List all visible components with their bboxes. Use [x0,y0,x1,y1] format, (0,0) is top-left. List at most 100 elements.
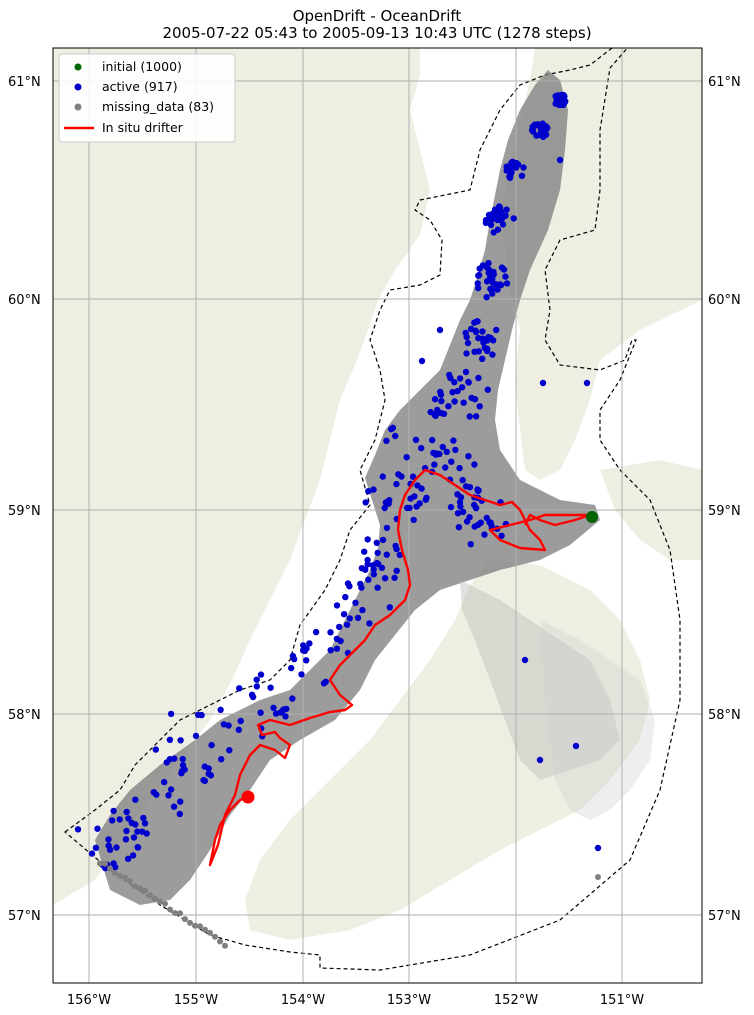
active-particle [450,437,457,444]
active-particle [257,709,264,716]
missing-data-particle [157,898,163,905]
active-particle [477,519,484,526]
active-particle [413,503,420,510]
active-particle [472,328,480,336]
active-particle [482,216,490,224]
active-particle [128,819,135,827]
active-particle [467,325,475,333]
missing-data-particle [162,900,168,907]
active-particle [475,334,482,342]
active-particle [74,826,82,833]
active-particle [122,836,130,843]
active-particle [270,704,277,711]
active-particle [346,615,353,622]
active-particle [358,584,365,591]
active-particle [521,656,529,664]
active-particle [536,756,544,764]
active-particle [253,676,260,683]
missing-data-particles [97,860,601,949]
active-particle [475,348,482,355]
active-particle [472,413,480,420]
active-particle [445,403,452,410]
active-particle [298,671,305,678]
missing-data-particle [107,865,113,872]
map-area [53,48,702,983]
active-particle [463,350,470,357]
legend-marker-initial [74,63,82,71]
active-particle [484,386,491,393]
legend-label-missing: missing_data (83) [102,99,214,114]
active-particle [485,259,492,267]
missing-data-particle [202,926,208,933]
active-particle [554,96,561,103]
active-particle [460,399,467,406]
active-particle [543,126,550,133]
missing-data-particle [177,910,183,917]
active-particle [226,747,233,754]
active-particle [572,742,580,750]
missing-data-particle [122,874,128,881]
active-particle [471,319,478,326]
active-particle [498,532,505,539]
active-particle [170,803,178,810]
active-particle [166,736,174,743]
active-particle [365,488,372,495]
figure-subtitle: 2005-07-22 05:43 to 2005-09-13 10:43 UTC… [162,24,591,42]
active-particle [125,815,132,822]
missing-data-particle [222,942,228,949]
lon-tick: 153°W [387,993,431,1008]
active-particle [306,640,313,647]
active-particle [556,156,564,164]
active-particle [462,483,470,490]
active-particle [560,101,567,109]
active-particle [409,473,417,480]
active-particle [443,448,450,455]
lat-tick-right: 60°N [708,293,741,308]
domain-boundary [64,48,681,971]
active-particle [464,339,472,347]
lon-tick: 151°W [600,993,644,1008]
active-particle [358,565,366,572]
active-particle [140,814,147,822]
active-particle [446,371,453,379]
active-particle [179,755,186,763]
active-particle [475,374,482,382]
missing-data-particle [167,906,173,913]
active-particle [282,713,289,720]
lat-tick-left: 61°N [8,75,41,90]
lat-tick-right: 57°N [708,909,741,924]
active-particle [457,494,465,501]
active-particle [474,280,481,287]
missing-data-particle [182,916,188,923]
missing-data-particle [212,933,218,940]
lat-ticks-right: 57°N 58°N 59°N 60°N 61°N [708,75,741,924]
active-particle [431,461,438,468]
active-particle [418,485,425,492]
active-particle [176,810,183,818]
active-particle [520,164,527,171]
active-particle [177,737,184,744]
active-particle [88,850,96,857]
legend-label-drifter: In situ drifter [102,120,184,135]
active-particle [392,432,399,440]
active-particle [488,216,495,223]
active-particle [492,209,500,216]
active-particle [386,497,393,504]
active-particle [494,226,502,233]
active-particle [410,516,417,524]
active-particle [105,842,112,849]
active-particle [476,403,483,410]
active-particle [299,647,307,654]
missing-data-particle [142,887,148,894]
active-particle [374,584,381,591]
active-particle [237,717,244,725]
legend-label-initial: initial (1000) [102,59,182,74]
active-particle [502,212,509,219]
missing-data-particle [117,873,123,879]
active-particle [483,347,491,355]
land [53,48,702,940]
active-particle [504,166,511,173]
active-particle [327,647,334,654]
active-particle [105,836,112,843]
lat-tick-right: 61°N [708,75,741,90]
